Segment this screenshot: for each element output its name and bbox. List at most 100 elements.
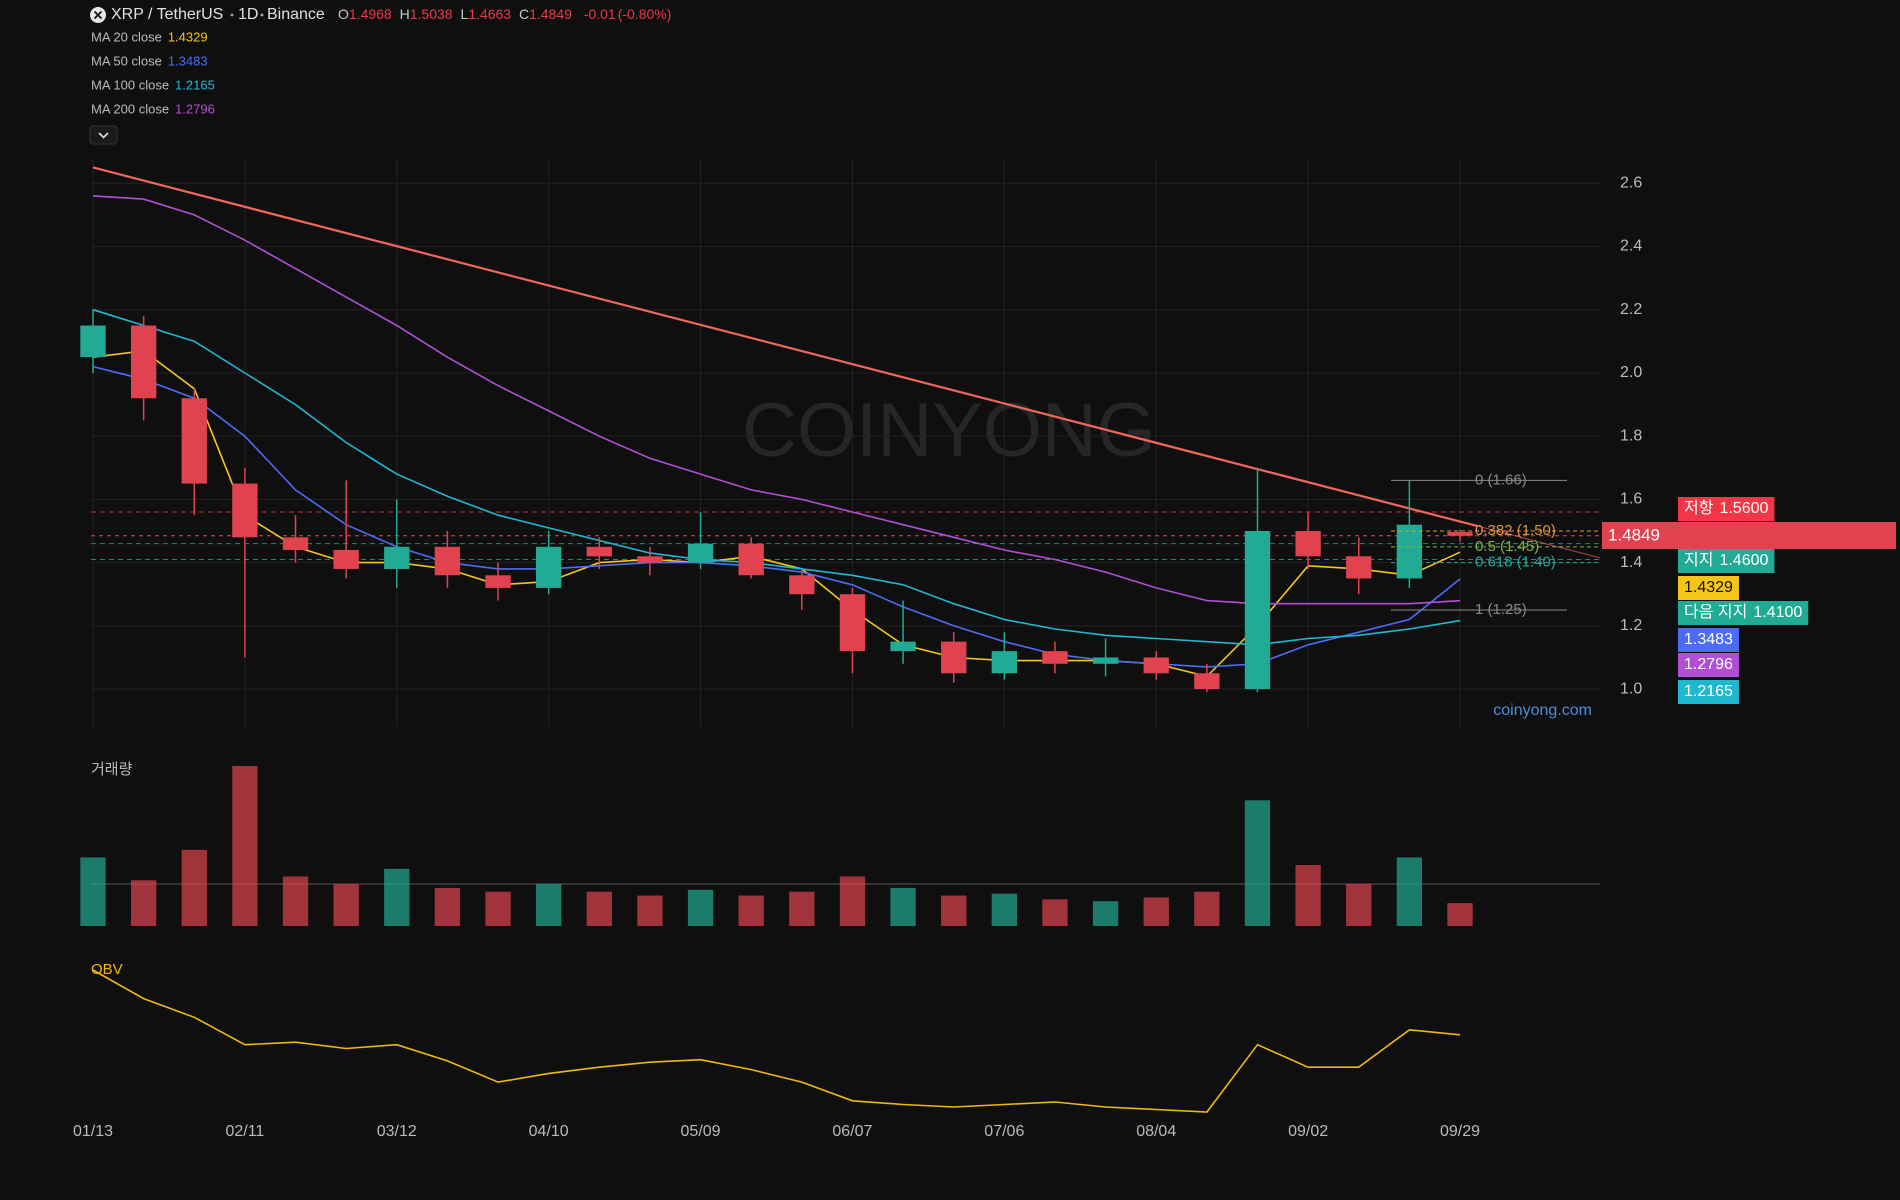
price-tag-text: 1.2796 [1684, 656, 1733, 673]
candle-body [80, 325, 106, 358]
candle-body [1143, 657, 1169, 674]
candle-body [282, 537, 309, 550]
volume-bar [384, 868, 410, 926]
volume-bar [1244, 800, 1271, 926]
volume-bar [637, 895, 663, 926]
fib-label: 0.382 (1.50) [1475, 522, 1556, 539]
price-tag-text: 1.4600 [1719, 552, 1768, 569]
fib-label: 0.618 (1.40) [1475, 554, 1556, 571]
interval[interactable]: 1D [238, 6, 258, 23]
price-tag-box [1678, 680, 1739, 704]
volume-bar [586, 891, 612, 926]
candle-body [536, 546, 562, 588]
price-tag-text: 1.4329 [1684, 579, 1733, 596]
price-tag-text: 1.4100 [1753, 604, 1802, 621]
price-tag: 저항 1.5600 [1678, 497, 1775, 521]
legend-value: 1.2165 [175, 77, 215, 92]
ohlc-label: C [519, 6, 529, 22]
candle-body [1346, 556, 1372, 579]
price-tag-text: 저항 [1684, 499, 1714, 517]
pane-title: OBV [91, 961, 123, 978]
exchange: Binance [267, 6, 325, 23]
candle-body [1396, 524, 1423, 579]
y-tick-label: 1.8 [1620, 427, 1642, 444]
candle-body [941, 641, 967, 674]
y-tick-label: 2.0 [1620, 364, 1642, 381]
candle-body [181, 398, 207, 484]
pane-title: 거래량 [91, 761, 133, 778]
candle-body [789, 575, 815, 595]
candle-body [890, 641, 916, 652]
price-tag-text: 1.5600 [1719, 500, 1768, 517]
volume-bar [890, 887, 916, 926]
ma-line [92, 365, 1461, 668]
volume-bar [181, 849, 207, 926]
current-price: 1.4849 [1608, 525, 1660, 544]
x-tick-label: 06/07 [832, 1123, 872, 1140]
candle-body [1194, 673, 1220, 690]
ma-line [92, 349, 1461, 678]
candle-body [637, 556, 663, 563]
volume-bar [333, 884, 359, 926]
legend-name: MA 50 close [91, 53, 162, 68]
price-tag-box [1678, 549, 1775, 573]
x-tick-label: 04/10 [529, 1123, 569, 1140]
volume-bar [1042, 899, 1068, 926]
candles [80, 309, 1473, 693]
price-tag-box [1678, 628, 1739, 652]
candle-body [1447, 532, 1473, 536]
current-price-box [1602, 522, 1896, 549]
price-tag-box [1678, 601, 1809, 625]
y-tick-label: 1.0 [1620, 680, 1642, 697]
ma-line [92, 308, 1461, 646]
volume-bar [839, 876, 866, 926]
price-tag-box [1678, 576, 1739, 600]
fib-label: 1 (1.25) [1475, 601, 1527, 618]
volume-bar [738, 895, 764, 926]
volume-bar [941, 895, 967, 926]
x-tick-label: 09/29 [1440, 1123, 1480, 1140]
candle-body [485, 575, 511, 588]
volume-bar [1143, 897, 1169, 926]
header: XRP / TetherUS 1D Binance O1.4968 H1.503… [89, 6, 671, 145]
volume-bar [991, 893, 1017, 926]
candle-body [130, 325, 157, 399]
x-tick-label: 07/06 [984, 1123, 1024, 1140]
legend-name: MA 20 close [91, 29, 162, 44]
watermark: COINYONG [742, 388, 1156, 473]
symbol[interactable]: XRP / TetherUS [111, 6, 223, 23]
x-tick-label: 02/11 [225, 1123, 264, 1140]
x-tick-label: 08/04 [1136, 1123, 1176, 1140]
candle-body [434, 546, 461, 576]
x-tick-label: 03/12 [377, 1123, 417, 1140]
candle-body [384, 546, 410, 569]
symbol-icon-glyph [93, 10, 103, 20]
y-tick-label: 1.6 [1620, 491, 1642, 508]
legend-name: MA 100 close [91, 77, 169, 92]
ohlc-value: 1.4663 [468, 6, 511, 22]
legend-value: 1.3483 [168, 53, 208, 68]
site-link[interactable]: coinyong.com [1493, 702, 1592, 719]
volume-bar [1447, 903, 1473, 926]
candle-body [687, 543, 714, 563]
ohlc-value: 1.4849 [529, 6, 572, 22]
y-tick-label: 2.6 [1620, 175, 1642, 192]
candle-body [1092, 657, 1119, 664]
y-tick-label: 2.4 [1620, 238, 1642, 255]
volume-bar [232, 766, 258, 926]
price-tag: 지지 1.4600 [1678, 549, 1775, 573]
y-tick-label: 2.2 [1620, 301, 1642, 318]
obv-line [92, 969, 1461, 1113]
collapse-button[interactable] [89, 125, 118, 145]
ohlc-label: O [338, 6, 349, 22]
volume-bar [434, 887, 461, 926]
collapse-icon [98, 132, 109, 139]
volume-bar [1194, 891, 1220, 926]
ohlc-label: L [460, 6, 468, 22]
price-tag-box [1678, 653, 1739, 677]
candle-body [738, 543, 764, 576]
fib-label: 0 (1.66) [1475, 471, 1527, 488]
price-tag: 다음 지지 1.4100 [1678, 601, 1809, 625]
